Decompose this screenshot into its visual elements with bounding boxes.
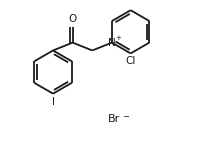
Text: Cl: Cl [125, 56, 136, 66]
Text: +: + [115, 35, 121, 41]
Text: I: I [52, 97, 54, 107]
Text: O: O [68, 14, 77, 24]
Text: Br: Br [108, 114, 120, 124]
Text: −: − [122, 112, 129, 121]
Text: N: N [108, 38, 116, 48]
